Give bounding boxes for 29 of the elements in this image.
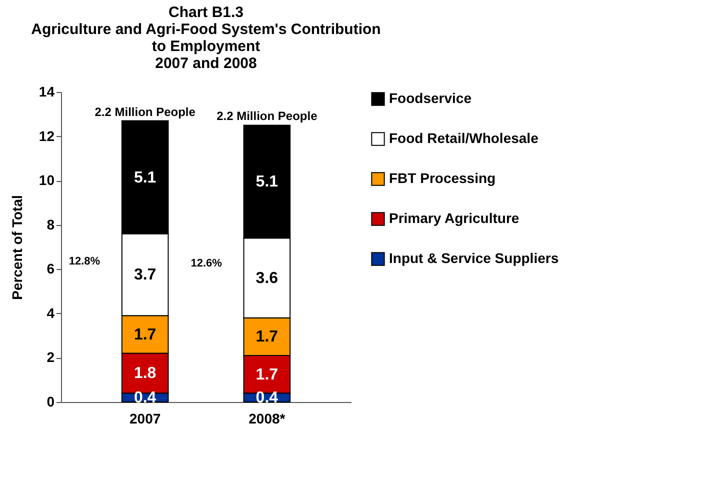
x-tick-label: 2007 <box>129 410 161 426</box>
data-label: 1.7 <box>256 328 278 346</box>
y-tick-label: 14 <box>38 84 55 100</box>
data-label: 1.7 <box>256 366 278 384</box>
y-tick-label: 2 <box>46 349 55 366</box>
y-tick-label: 8 <box>46 216 55 232</box>
data-label: 5.1 <box>256 174 278 191</box>
data-label: 3.6 <box>256 270 278 287</box>
annotation: 2.2 Million People <box>94 104 196 119</box>
legend-label: Input & Service Suppliers <box>389 250 559 266</box>
y-tick-label: 12 <box>38 128 55 144</box>
y-tick-label: 0 <box>46 394 55 410</box>
x-tick-label: 2008* <box>248 410 286 426</box>
y-tick-label: 6 <box>46 260 55 277</box>
legend-label: Food Retail/Wholesale <box>389 130 539 146</box>
data-label: 5.1 <box>134 169 156 186</box>
legend-label: Foodservice <box>389 90 472 106</box>
legend-label: Primary Agriculture <box>389 210 520 226</box>
data-label: 1.7 <box>134 326 156 344</box>
data-label: 3.7 <box>134 266 156 284</box>
annotation: 12.6% <box>190 258 222 270</box>
y-tick-label: 4 <box>46 304 55 321</box>
y-axis-title: Percent of Total <box>8 195 25 300</box>
y-tick-label: 10 <box>38 172 55 188</box>
chart-title: Chart B1.3 Agriculture and Agri-Food System's Contribution to Employment 2007 and 2008 <box>31 4 381 72</box>
annotation: 2.2 Million People <box>216 109 318 124</box>
annotation: 12.8% <box>68 255 100 268</box>
legend-label: FBT Processing <box>389 170 496 186</box>
data-label: 1.8 <box>134 365 156 382</box>
